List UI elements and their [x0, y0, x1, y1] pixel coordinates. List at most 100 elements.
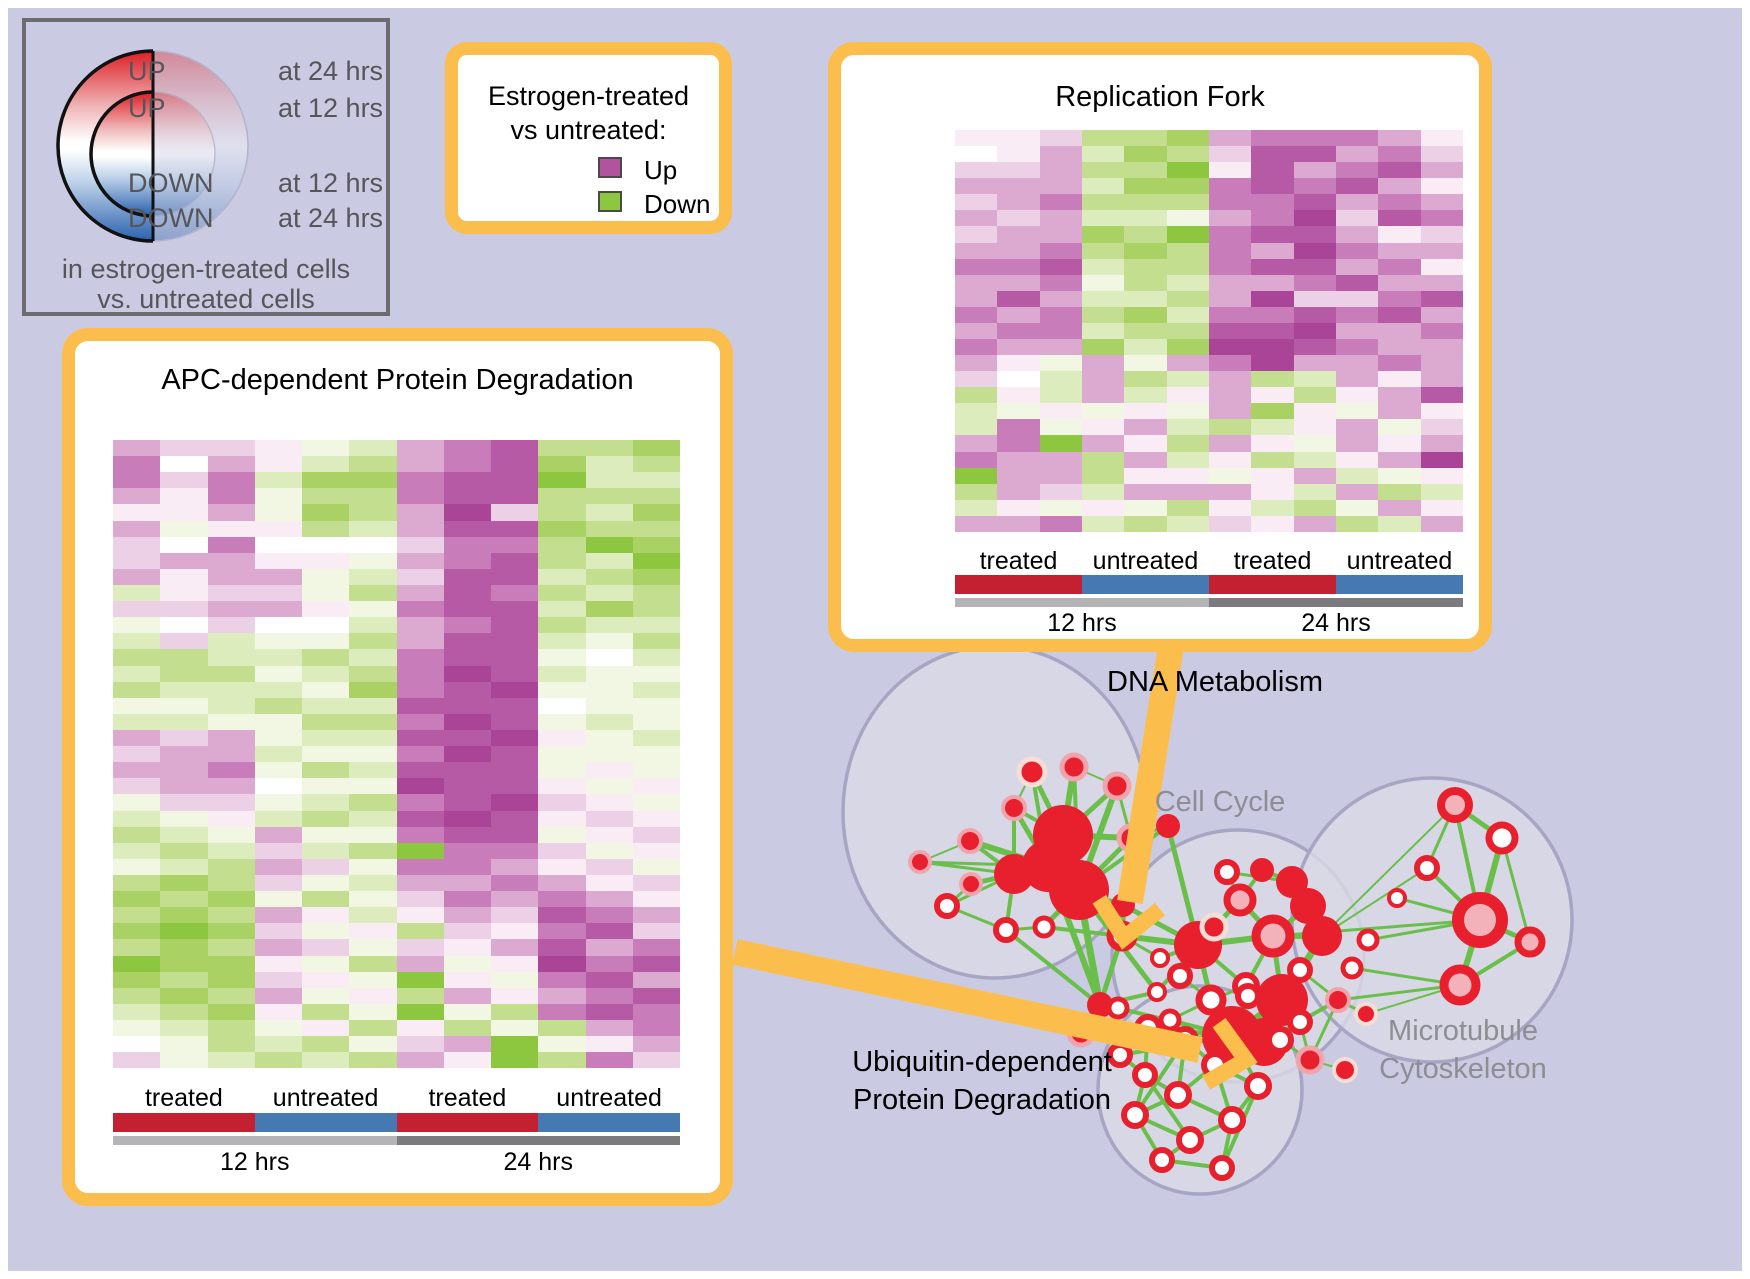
heatmap-cell: [632, 697, 680, 714]
heatmap-cell: [538, 810, 586, 827]
heatmap-cell: [538, 536, 586, 553]
heatmap-cell: [1166, 339, 1209, 356]
heatmap-cell: [632, 488, 680, 505]
heatmap-cell: [1124, 178, 1167, 195]
heatmap-row: [113, 826, 680, 843]
heatmap-cell: [1420, 483, 1463, 500]
heatmap-row: [955, 194, 1463, 211]
heatmap-cell: [396, 955, 444, 972]
heatmap-cell: [113, 1036, 161, 1053]
heatmap-cell: [396, 584, 444, 602]
heatmap-cell: [254, 504, 302, 521]
heatmap-cell: [113, 472, 161, 489]
heatmap-cell: [538, 456, 586, 473]
heatmap-cell: [1208, 130, 1252, 147]
heatmap-cell: [1378, 483, 1421, 500]
heatmap-cell: [1378, 322, 1421, 340]
heatmap-cell: [997, 419, 1040, 436]
updown-time-12a: at 12 hrs: [278, 93, 384, 123]
network-node-rw: [1235, 983, 1261, 1009]
heatmap-cell: [1335, 274, 1379, 291]
heatmap-cell: [302, 584, 350, 602]
heatmap-cell: [349, 440, 397, 457]
network-node-pr: [1001, 795, 1027, 821]
heatmap-cell: [349, 810, 397, 827]
heatmap-cell: [955, 515, 998, 532]
heatmap-cell: [302, 440, 350, 457]
heatmap-cell: [1251, 435, 1294, 452]
heatmap-cell: [1378, 210, 1421, 227]
heatmap-cell: [396, 520, 444, 537]
heatmap-cell: [632, 665, 680, 682]
heatmap-cell: [302, 713, 350, 730]
heatmap-cell: [1081, 483, 1125, 500]
heatmap-cell: [1208, 226, 1252, 243]
heatmap-cell: [1039, 435, 1082, 452]
heatmap-cell: [396, 778, 444, 795]
heatmap-cell: [1251, 162, 1294, 179]
heatmap-cell: [1293, 274, 1336, 291]
network-node-solid: [1156, 814, 1180, 838]
heatmap-cell: [997, 290, 1040, 307]
heatmap-cell: [997, 483, 1040, 500]
heatmap-cell: [160, 633, 208, 650]
heatmap-cell: [632, 729, 680, 747]
heatmap-row: [113, 649, 680, 666]
heatmap-row: [113, 665, 680, 682]
heatmap-cell: [997, 467, 1040, 484]
estrogen-legend-title-line2: vs untreated:: [510, 115, 667, 145]
heatmap-cell: [1378, 355, 1421, 372]
heatmap-cell: [585, 955, 633, 972]
heatmap-cell: [491, 1019, 539, 1037]
heatmap-cell: [1124, 258, 1167, 275]
heatmap-cell: [997, 178, 1040, 195]
heatmap-cell: [1420, 178, 1463, 195]
heatmap-cell: [443, 713, 491, 730]
heatmap-cell: [302, 601, 350, 618]
heatmap-cell: [1039, 355, 1082, 372]
heatmap-row: [955, 306, 1463, 323]
heatmap-cell: [443, 1052, 491, 1069]
heatmap-cell: [997, 130, 1040, 147]
heatmap-cell: [254, 488, 302, 505]
heatmap-cell: [349, 746, 397, 763]
heatmap-cell: [160, 601, 208, 618]
heatmap-cell: [491, 729, 539, 747]
heatmap-cell: [302, 568, 350, 585]
apc-degradation-title: APC-dependent Protein Degradation: [161, 364, 634, 396]
heatmap-cell: [160, 746, 208, 763]
heatmap-cell: [1293, 419, 1336, 436]
heatmap-cell: [1039, 515, 1082, 532]
heatmap-cell: [538, 601, 586, 618]
heatmap-cell: [997, 322, 1040, 340]
network-node-rp: [1437, 787, 1473, 823]
heatmap-row: [955, 210, 1463, 227]
updown-ring-glyph: [56, 49, 249, 243]
network-node-rw: [1266, 1026, 1294, 1054]
heatmap-row: [955, 435, 1463, 452]
heatmap-cell: [1251, 499, 1294, 516]
heatmap-cell: [1166, 403, 1209, 420]
heatmap-cell: [1208, 435, 1252, 452]
network-node-pw: [1354, 1002, 1378, 1026]
heatmap-cell: [585, 1036, 633, 1053]
heatmap-cell: [1208, 306, 1252, 323]
heatmap-cell: [1378, 435, 1421, 452]
heatmap-row: [955, 322, 1463, 340]
heatmap-cell: [1335, 355, 1379, 372]
heatmap-cell: [632, 826, 680, 843]
heatmap-cell: [207, 697, 255, 714]
heatmap-row: [955, 258, 1463, 275]
heatmap-cell: [491, 1003, 539, 1020]
heatmap-cell: [1335, 242, 1379, 259]
heatmap-cell: [160, 568, 208, 585]
network-node-rw: [1106, 996, 1130, 1020]
heatmap-cell: [160, 907, 208, 924]
heatmap-cell: [1378, 339, 1421, 356]
heatmap-cell: [207, 762, 255, 779]
heatmap-cell: [997, 435, 1040, 452]
heatmap-row: [955, 242, 1463, 259]
network-edge: [1321, 804, 1456, 937]
time-color-bar: [955, 598, 1463, 607]
